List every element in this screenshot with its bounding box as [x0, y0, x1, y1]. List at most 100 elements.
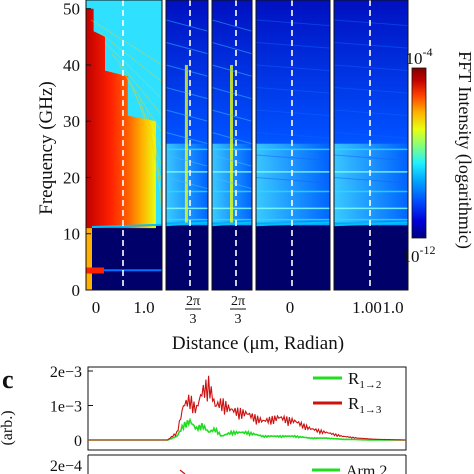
- heatmap-panels: [85, 0, 409, 291]
- heatmap-panel-2: [211, 0, 253, 291]
- heatmap-texture: [333, 41, 409, 49]
- heatmap-texture: [165, 176, 209, 190]
- heatmap-texture: [255, 86, 331, 94]
- heatmap-texture: [333, 154, 409, 162]
- heatmap-texture: [211, 86, 253, 100]
- panel-c-y-tick-labels: 2e−3 1e−3 0: [50, 364, 93, 450]
- heatmap-texture: [165, 154, 209, 167]
- heatmap-texture: [165, 131, 209, 145]
- heatmap-mid-band: [256, 143, 330, 223]
- heatmap-texture: [333, 131, 409, 139]
- y-tick-label: 0: [72, 281, 81, 300]
- heatmap-mid-band: [334, 143, 408, 223]
- heatmap-frame: [165, 0, 209, 291]
- heatmap-panel-0: [85, 0, 163, 291]
- heatmap-texture: [333, 19, 409, 27]
- heatmap-band-edge: [91, 223, 163, 228]
- y-tick-label: 40: [63, 56, 80, 75]
- series-line-r12: [88, 417, 406, 441]
- heatmap-stripe: [97, 30, 163, 83]
- heatmap-stripe: [104, 42, 163, 99]
- heatmap-texture: [165, 64, 209, 77]
- heatmap-texture: [333, 109, 409, 117]
- panel-c-legend: R1→2 R1→3: [313, 369, 382, 416]
- heatmap-band-edge: [165, 221, 209, 227]
- heatmap-stripe: [125, 76, 163, 150]
- heatmap-panel-3: [255, 0, 331, 291]
- panel-d-series-red: [179, 469, 186, 474]
- heatmap-texture: [165, 86, 209, 100]
- panel-c-series: [88, 375, 406, 441]
- heatmap-texture: [255, 176, 331, 184]
- x-tick-label: 0: [286, 298, 295, 317]
- series-line-r13: [88, 375, 406, 441]
- colorbar-min-label: 10-12: [403, 243, 436, 266]
- top-y-axis-label: Frequency (GHz): [36, 81, 57, 214]
- heatmap-texture: [165, 19, 209, 32]
- panel-c-axes: [87, 366, 407, 451]
- c-y-tick-label: 1e−3: [50, 399, 82, 416]
- y-tick-label: 50: [63, 0, 80, 19]
- legend-label: R1→3: [348, 394, 382, 416]
- heatmap-stripe: [111, 53, 163, 116]
- heatmap-texture: [255, 64, 331, 72]
- heatmap-texture: [255, 154, 331, 162]
- top-y-tick-labels: 0 10 20 30 40 50: [63, 0, 91, 300]
- heatmap-texture: [211, 131, 253, 145]
- heatmap-streak: [230, 64, 233, 223]
- heatmap-edge: [86, 228, 92, 290]
- heatmap-texture: [333, 86, 409, 94]
- heatmap-band-edge: [333, 221, 409, 227]
- heatmap-texture: [333, 64, 409, 72]
- heatmap-frame: [255, 0, 331, 291]
- heatmap-panel-1: [165, 0, 209, 291]
- y-tick-label: 30: [63, 112, 80, 131]
- heatmap-texture: [211, 109, 253, 122]
- x-tick-label-num: 2π: [186, 294, 200, 309]
- heatmap-frame: [333, 0, 409, 291]
- heatmap-stripe: [153, 121, 163, 217]
- heatmap-texture: [211, 64, 253, 77]
- x-tick-label: 1.0: [133, 298, 154, 317]
- heatmap-texture: [255, 109, 331, 117]
- heatmap-texture: [211, 154, 253, 167]
- panel-c-y-axis-label: (arb.): [0, 410, 16, 445]
- heatmap-texture: [165, 109, 209, 122]
- x-tick-label-den: 3: [235, 312, 242, 327]
- heatmap-texture: [255, 41, 331, 49]
- x-tick-label-num: 2π: [231, 294, 245, 309]
- panel-d-y-tick-label: 2e−4: [50, 458, 82, 474]
- colorbar-max-label: 10-4: [406, 45, 433, 68]
- heatmap-streak: [184, 64, 188, 223]
- heatmap-band-edge: [255, 221, 331, 227]
- panel-d-axes: [87, 454, 407, 474]
- heatmap-texture: [333, 176, 409, 184]
- heatmap-texture: [165, 41, 209, 55]
- x-tick-label-den: 3: [190, 312, 197, 327]
- top-x-axis-label: Distance (μm, Radian): [172, 333, 344, 354]
- panel-c-letter: c: [2, 365, 14, 394]
- y-tick-label: 10: [63, 225, 80, 244]
- c-y-tick-label: 2e−3: [50, 364, 82, 381]
- heatmap-texture: [255, 19, 331, 27]
- x-tick-label: 1.00: [352, 298, 382, 317]
- y-tick-label: 20: [63, 168, 80, 187]
- heatmap-panel-4: [333, 0, 409, 291]
- heatmap-hot-region: [86, 8, 156, 229]
- heatmap-stripe: [139, 98, 163, 184]
- heatmap-texture: [255, 131, 331, 139]
- heatmap-band-edge: [211, 221, 253, 227]
- colorbar: [411, 67, 427, 239]
- heatmap-texture: [211, 176, 253, 190]
- colorbar-label: FFT Intensity (logarithmic): [454, 51, 474, 249]
- heatmap-stripe: [90, 19, 163, 66]
- c-y-tick-label: 0: [74, 433, 82, 450]
- heatmap-texture: [211, 41, 253, 55]
- heatmap-texture: [211, 19, 253, 32]
- heatmap-source: [86, 267, 104, 274]
- heatmap-frame: [211, 0, 253, 291]
- panel-d-legend-label: Arm 2: [346, 463, 387, 474]
- legend-label: R1→2: [348, 369, 381, 391]
